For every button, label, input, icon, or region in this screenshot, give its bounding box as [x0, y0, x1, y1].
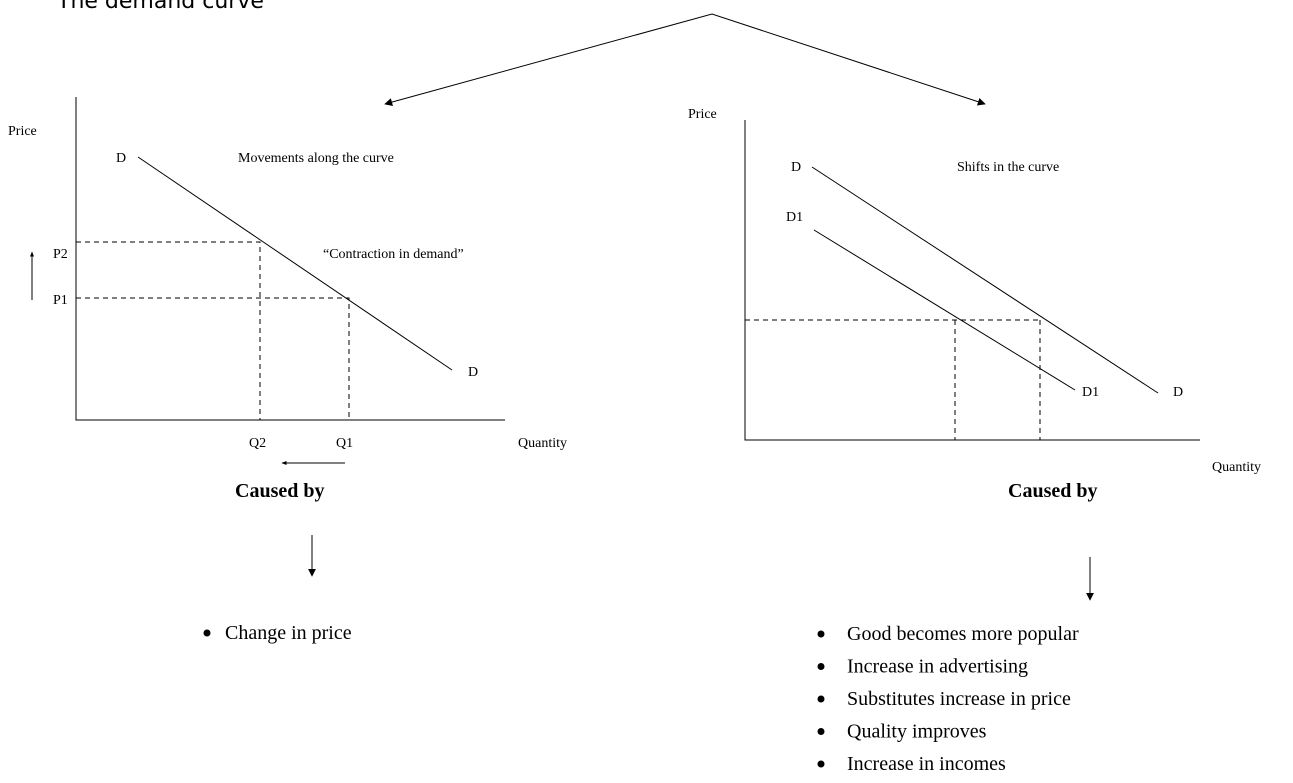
- x-axis-label: Quantity: [518, 436, 567, 451]
- heading: Shifts in the curve: [957, 160, 1059, 175]
- dashed-guide: [76, 241, 261, 420]
- bullet: [817, 728, 825, 735]
- cause: Substitutes increase in price: [847, 688, 1071, 710]
- bullet: [817, 695, 825, 703]
- cause: Increase in incomes: [847, 753, 1006, 775]
- curve-label: D1: [786, 210, 803, 225]
- demand-curve: [137, 156, 453, 371]
- curve-label: D: [116, 151, 126, 166]
- cause: Good becomes more popular: [847, 623, 1079, 645]
- curve-label: D: [1173, 385, 1183, 400]
- curve-label: D: [791, 160, 801, 175]
- price-label: P2: [53, 247, 68, 262]
- y-axis-label: Price: [688, 107, 717, 122]
- demand-curve-shifted: [813, 229, 1076, 391]
- cause: Increase in advertising: [847, 656, 1028, 678]
- y-axis-label: Price: [8, 124, 37, 139]
- cause-list: Good becomes more popular Increase in adv…: [817, 623, 1079, 775]
- title: The demand curve: [56, 0, 264, 14]
- quantity-label: Q2: [249, 436, 266, 451]
- curve-label: D1: [1082, 385, 1099, 400]
- axes: [75, 97, 505, 421]
- price-label: P1: [53, 293, 68, 308]
- cause: Quality improves: [847, 721, 987, 743]
- demand-curve: [811, 166, 1159, 394]
- bullet: [817, 663, 825, 670]
- x-axis-label: Quantity: [1212, 460, 1261, 475]
- bullet: [817, 760, 825, 768]
- split-arrows: [384, 13, 986, 106]
- annotation: “Contraction in demand”: [323, 247, 464, 262]
- caused-by: Caused by: [235, 480, 324, 502]
- caused-by: Caused by: [1008, 480, 1097, 502]
- left-chart: Price Quantity D D Movements along the c…: [8, 97, 567, 644]
- cause-list: Change in price: [203, 622, 352, 644]
- cause: Change in price: [225, 622, 352, 644]
- bullet: [817, 630, 825, 638]
- heading: Movements along the curve: [238, 151, 394, 166]
- bullet: [203, 629, 211, 637]
- dashed-guide: [76, 297, 350, 420]
- axes: [744, 120, 1200, 441]
- quantity-label: Q1: [336, 436, 353, 451]
- curve-label: D: [468, 365, 478, 380]
- right-chart: Price Quantity Shifts in the curve D D1 …: [688, 107, 1261, 775]
